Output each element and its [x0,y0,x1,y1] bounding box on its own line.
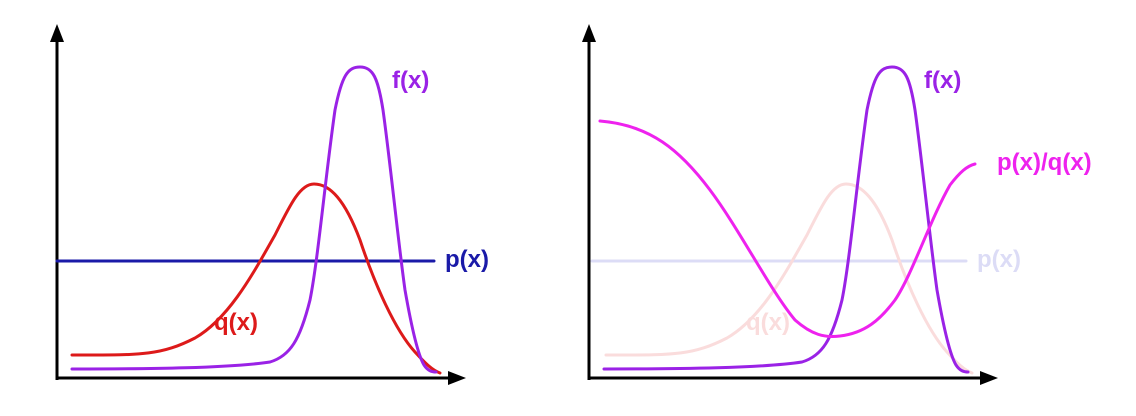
right-ratio-curve [598,119,977,339]
right-ratio-label: p(x)/q(x) [997,149,1092,176]
right-panel: f(x) p(x)/q(x) p(x) q(x) [582,24,1092,385]
left-f-curve [70,65,438,374]
right-p-label-faded: p(x) [977,246,1021,273]
right-q-label-faded: q(x) [746,309,790,336]
left-x-axis-arrow-icon [448,371,466,385]
left-q-curve [70,182,442,375]
left-f-label: f(x) [392,67,429,94]
left-y-axis-arrow-icon [50,24,64,42]
left-p-label: p(x) [445,246,489,273]
left-axes [50,24,466,385]
right-f-label: f(x) [924,67,961,94]
right-x-axis-arrow-icon [980,371,998,385]
right-axes [582,24,998,385]
left-panel: f(x) p(x) q(x) [50,24,489,385]
right-f-curve [602,65,970,374]
left-q-label: q(x) [214,309,258,336]
right-y-axis-arrow-icon [582,24,596,42]
right-q-curve-faded [604,182,974,375]
